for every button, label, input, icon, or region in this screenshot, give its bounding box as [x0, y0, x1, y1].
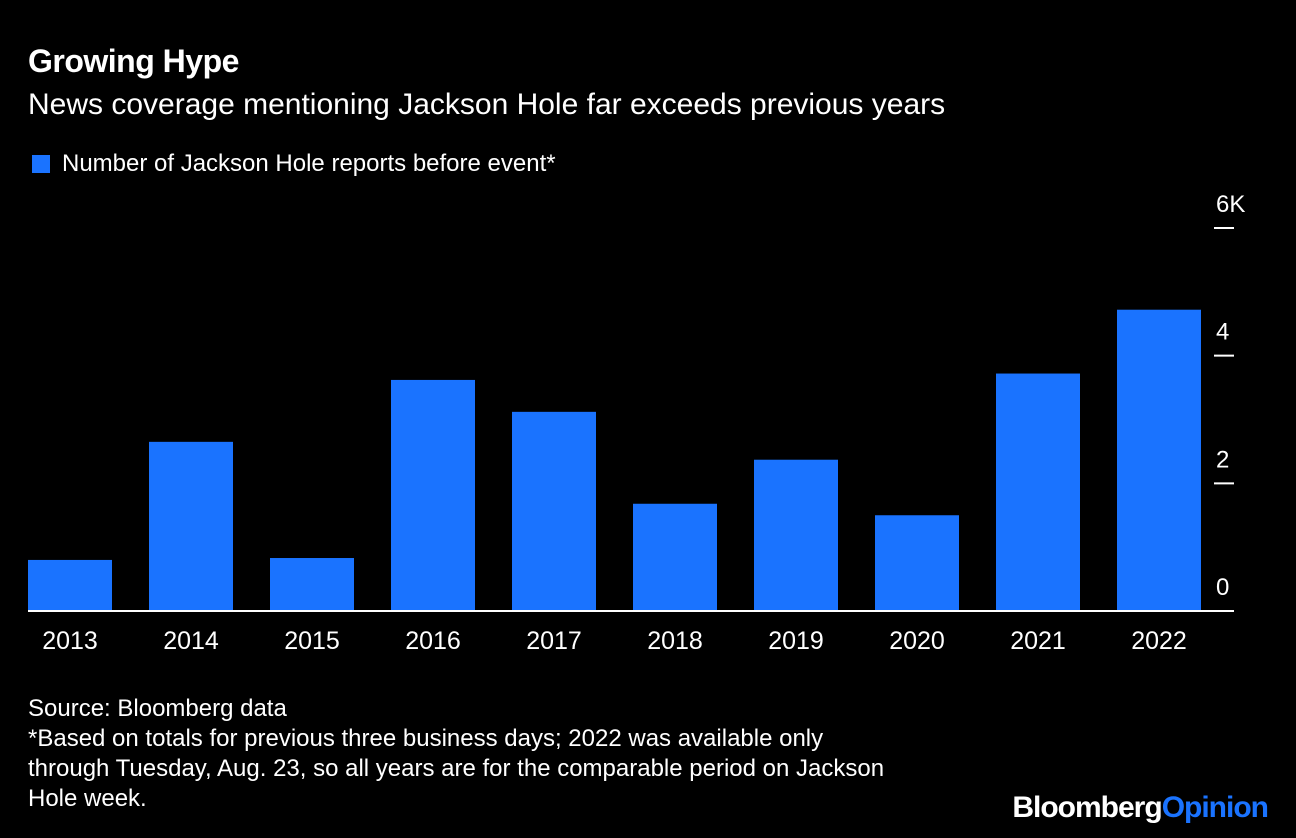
x-tick-label: 2017 — [526, 627, 582, 655]
brand-logo: BloombergOpinion — [1012, 790, 1269, 826]
brand-suffix: Opinion — [1161, 791, 1269, 824]
legend-swatch — [32, 155, 50, 173]
bar — [270, 558, 354, 611]
x-tick-label: 2021 — [1010, 627, 1066, 655]
footnote: Source: Bloomberg data *Based on totals … — [28, 694, 1028, 814]
bar — [28, 559, 112, 611]
bar — [512, 411, 596, 611]
note-line: Hole week. — [28, 785, 147, 812]
bar — [1117, 309, 1201, 611]
y-tick-label: 2 — [1216, 446, 1229, 473]
x-tick-label: 2019 — [768, 627, 824, 655]
x-tick-label: 2022 — [1131, 627, 1187, 655]
y-tick-label: 4 — [1216, 319, 1229, 346]
bar — [875, 515, 959, 611]
note-line: *Based on totals for previous three busi… — [28, 725, 824, 752]
x-tick-label: 2013 — [42, 627, 98, 655]
note-line: through Tuesday, Aug. 23, so all years a… — [28, 755, 885, 782]
legend: Number of Jackson Hole reports before ev… — [32, 150, 556, 178]
bar — [633, 503, 717, 611]
bar — [754, 459, 838, 611]
bar — [149, 441, 233, 611]
bar — [996, 373, 1080, 611]
chart-subtitle: News coverage mentioning Jackson Hole fa… — [28, 88, 946, 121]
brand-name: Bloomberg — [1012, 791, 1162, 824]
y-tick-label: 6K — [1216, 191, 1245, 218]
chart-title: Growing Hype — [28, 43, 239, 79]
x-tick-label: 2020 — [889, 627, 945, 655]
y-tick-label: 0 — [1216, 574, 1229, 601]
bar-chart: 0 2 4 6K 2013 2014 2015 2016 2017 2018 2019 2020 202… — [28, 191, 1245, 655]
legend-label: Number of Jackson Hole reports before ev… — [62, 150, 556, 177]
source-text: Source: Bloomberg data — [28, 695, 287, 722]
x-tick-label: 2016 — [405, 627, 461, 655]
bar — [391, 379, 475, 611]
x-tick-label: 2014 — [163, 627, 219, 655]
x-tick-label: 2015 — [284, 627, 340, 655]
x-tick-label: 2018 — [647, 627, 703, 655]
